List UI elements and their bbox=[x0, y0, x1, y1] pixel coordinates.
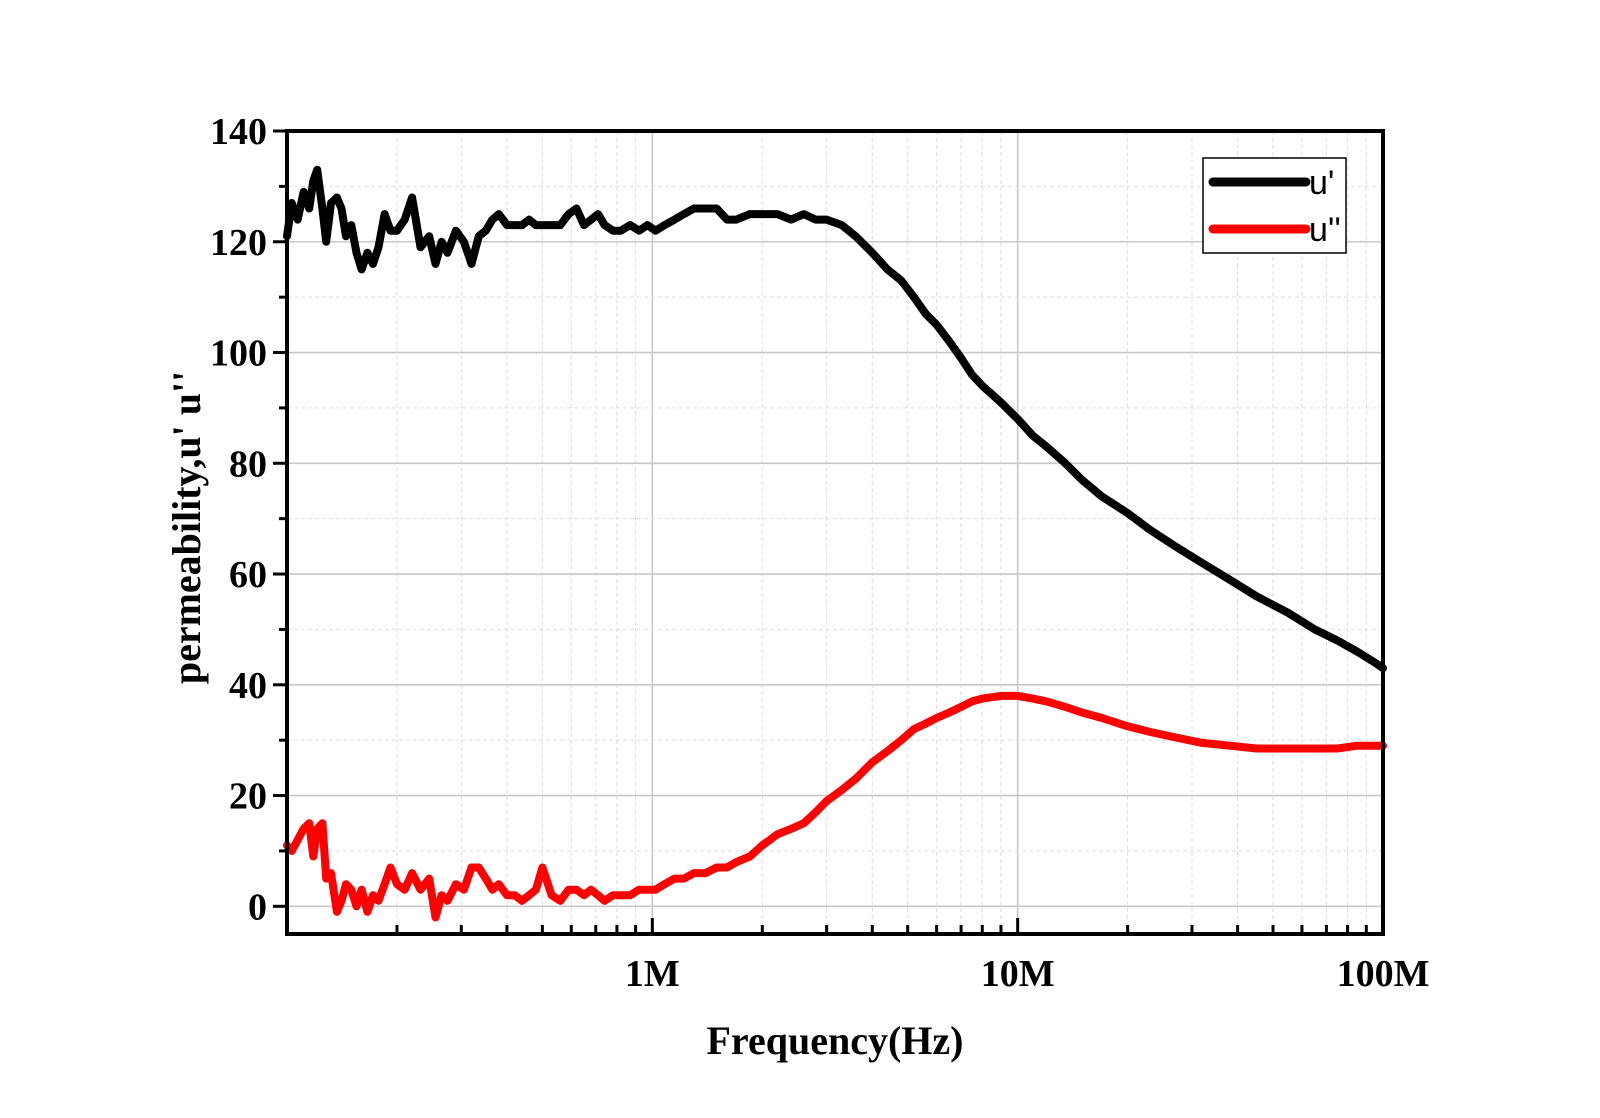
x-tick-label: 1M bbox=[625, 953, 680, 995]
y-tick-label: 20 bbox=[229, 776, 267, 818]
legend-label-u-double-prime: u'' bbox=[1309, 211, 1341, 249]
label-layer: 1M 10M 100M 0 20 40 60 80 100 120 140 bbox=[210, 111, 1429, 995]
y-tick-label: 0 bbox=[248, 886, 267, 928]
y-tick-label: 60 bbox=[229, 554, 267, 596]
x-tick-label: 10M bbox=[981, 953, 1055, 995]
y-tick-label: 100 bbox=[210, 333, 267, 375]
y-tick-label: 80 bbox=[229, 443, 267, 485]
series-layer bbox=[283, 165, 1387, 922]
legend-box bbox=[1202, 157, 1347, 254]
legend-label-u-prime: u' bbox=[1309, 164, 1334, 202]
series-line-u-double-prime bbox=[283, 691, 1387, 922]
y-tick-label: 120 bbox=[210, 222, 267, 264]
y-tick-label: 40 bbox=[229, 665, 267, 707]
y-axis-title: permeability,u' u'' bbox=[164, 371, 209, 684]
legend: u' u'' bbox=[1202, 157, 1347, 254]
plot-frame bbox=[285, 129, 1385, 936]
series-line-u-prime bbox=[283, 165, 1387, 673]
y-tick-label: 140 bbox=[210, 111, 267, 153]
x-axis-title: Frequency(Hz) bbox=[707, 1018, 964, 1063]
tick-layer bbox=[273, 129, 1368, 934]
x-tick-label: 100M bbox=[1337, 953, 1430, 995]
